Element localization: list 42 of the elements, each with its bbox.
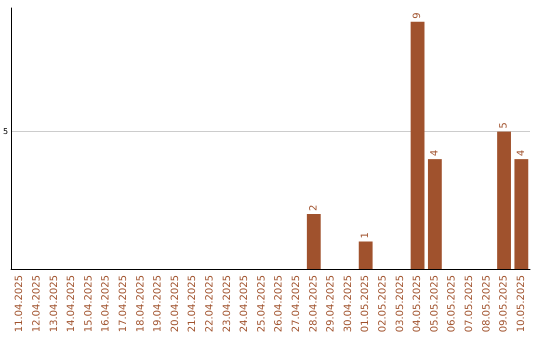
- x-tick-label: 23.04.2025: [222, 275, 233, 332]
- x-tick-label: 17.04.2025: [118, 275, 130, 332]
- bar: [306, 214, 321, 269]
- x-tick-label: 27.04.2025: [290, 275, 302, 332]
- bar: [497, 132, 511, 269]
- x-tick-label: 26.04.2025: [274, 275, 285, 332]
- x-tick-label: 13.04.2025: [48, 275, 60, 332]
- x-tick-label: 22.04.2025: [204, 275, 216, 332]
- x-tick-label: 24.04.2025: [239, 275, 250, 332]
- x-tick-label: 14.04.2025: [66, 275, 78, 332]
- x-tick-label: 01.05.2025: [360, 275, 372, 332]
- data-label: 4: [516, 150, 527, 156]
- x-tick-label: 08.05.2025: [481, 275, 492, 332]
- x-tick-label: 06.05.2025: [446, 275, 458, 332]
- x-tick-label: 19.04.2025: [152, 275, 164, 332]
- x-tick-label: 03.05.2025: [394, 275, 406, 332]
- data-label: 4: [429, 150, 440, 156]
- x-tick-label: 30.04.2025: [342, 275, 354, 332]
- x-tick-label: 02.05.2025: [377, 275, 388, 332]
- x-tick-label: 05.05.2025: [429, 275, 440, 332]
- bar: [428, 159, 442, 269]
- x-tick-label: 29.04.2025: [326, 275, 337, 332]
- x-tick-label: 16.04.2025: [100, 275, 112, 332]
- data-label: 5: [498, 122, 510, 129]
- data-label: 2: [308, 204, 320, 212]
- bar: [514, 159, 528, 269]
- x-tick-label: 11.04.2025: [14, 275, 26, 332]
- bar: [358, 242, 373, 269]
- x-tick-label: 10.05.2025: [516, 275, 527, 332]
- data-label: 1: [360, 232, 372, 239]
- bar: [410, 22, 424, 269]
- x-tick-label: 18.04.2025: [135, 275, 146, 332]
- x-tick-label: 15.04.2025: [83, 275, 94, 332]
- x-tick-label: 09.05.2025: [498, 275, 510, 332]
- data-label: 9: [412, 12, 424, 19]
- x-tick-label: 12.04.2025: [32, 275, 43, 332]
- x-tick-label: 20.04.2025: [170, 275, 181, 332]
- x-tick-label: 04.05.2025: [412, 275, 424, 332]
- x-tick-label: 21.04.2025: [187, 275, 198, 332]
- x-tick-label: 25.04.2025: [256, 275, 268, 332]
- x-tick-label: 28.04.2025: [308, 275, 320, 332]
- x-tick-label: 07.05.2025: [464, 275, 475, 332]
